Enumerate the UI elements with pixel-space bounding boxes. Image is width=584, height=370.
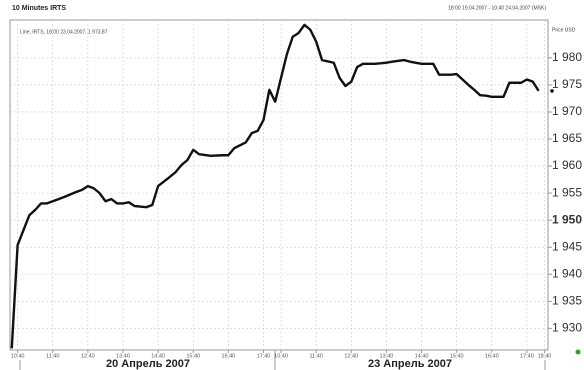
y-axis-label: Price USD xyxy=(552,27,576,33)
status-dot xyxy=(575,349,581,355)
x-tick-label: 12:40 xyxy=(344,353,358,359)
x-tick-label: 11:40 xyxy=(309,353,322,359)
y-tick-label: 1 960 xyxy=(552,158,582,172)
x-tick-label: 13:40 xyxy=(116,353,130,359)
x-tick-label: 15:40 xyxy=(450,353,464,359)
y-tick-label: 1 945 xyxy=(552,239,582,253)
x-tick-label: 14:40 xyxy=(151,353,165,359)
price-line xyxy=(10,23,540,349)
x-tick-label: 18:40 xyxy=(538,353,552,359)
chart-subtitle: 18:00 19.04.2007 - 10:40 24.04.2007 (MSK… xyxy=(448,5,546,11)
x-tick-label: 17:40 xyxy=(520,353,534,359)
y-tick-label: 1 970 xyxy=(552,104,582,118)
y-tick-label: 1 965 xyxy=(552,131,582,145)
day-label: 20 Апрель 2007 xyxy=(106,358,190,370)
x-tick-label: 16:40 xyxy=(485,353,499,359)
y-tick-label: 1 940 xyxy=(552,266,582,280)
last-value-marker xyxy=(550,89,554,93)
x-tick-label: 10:40 xyxy=(11,353,25,359)
x-tick-label: 10:40 xyxy=(274,353,288,359)
day-label: 23 Апрель 2007 xyxy=(368,358,452,370)
x-tick-label: 17:40 xyxy=(257,353,271,359)
y-tick-label: 1 980 xyxy=(552,50,582,64)
x-tick-label: 16:40 xyxy=(221,353,235,359)
y-tick-label: 1 975 xyxy=(552,77,582,91)
y-tick-label: 1 955 xyxy=(552,185,582,199)
x-tick-label: 13:40 xyxy=(380,353,394,359)
y-tick-label: 1 935 xyxy=(552,293,582,307)
x-tick-label: 15:40 xyxy=(186,353,200,359)
x-tick-label: 12:40 xyxy=(81,353,95,359)
y-tick-label: 1 930 xyxy=(552,321,582,335)
chart-title: 10 Minutes IRTS xyxy=(12,5,66,12)
legend-text: Line, IRTS, 18:00 23.04.2007, 1 973.87 xyxy=(20,29,108,35)
x-tick-label: 11:40 xyxy=(46,353,59,359)
x-tick-label: 14:40 xyxy=(415,353,429,359)
plot-frame xyxy=(9,19,549,351)
y-tick-label: 1 950 xyxy=(552,212,582,226)
